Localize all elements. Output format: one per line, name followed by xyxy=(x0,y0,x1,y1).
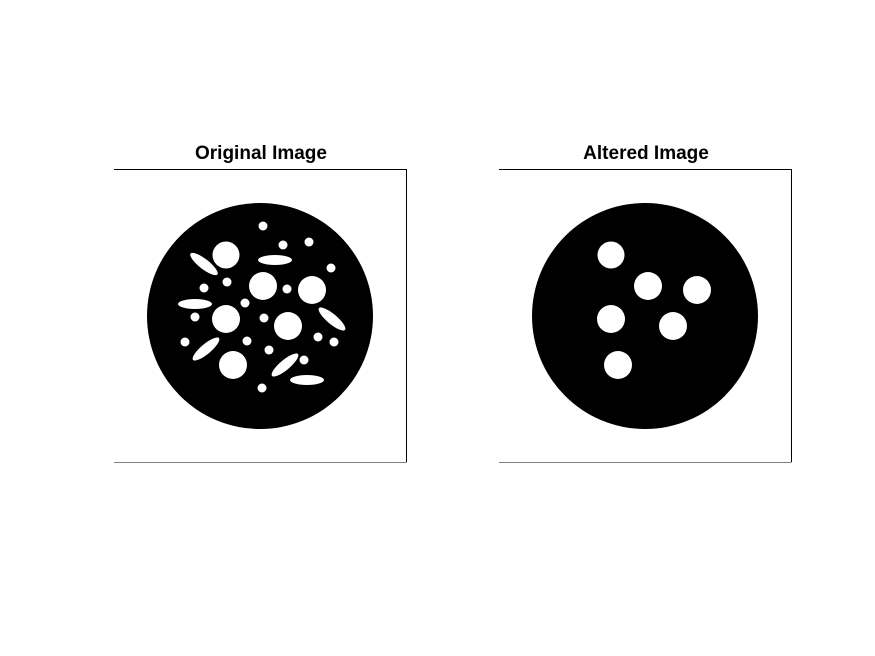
altered-image-title: Altered Image xyxy=(583,143,709,164)
original-image-axes xyxy=(114,169,408,465)
altered-image-axes xyxy=(499,169,793,465)
original-image-panel: Original Image xyxy=(114,143,408,467)
original-image-title: Original Image xyxy=(195,143,327,164)
altered-image-panel: Altered Image xyxy=(499,143,793,467)
disk xyxy=(532,203,758,429)
